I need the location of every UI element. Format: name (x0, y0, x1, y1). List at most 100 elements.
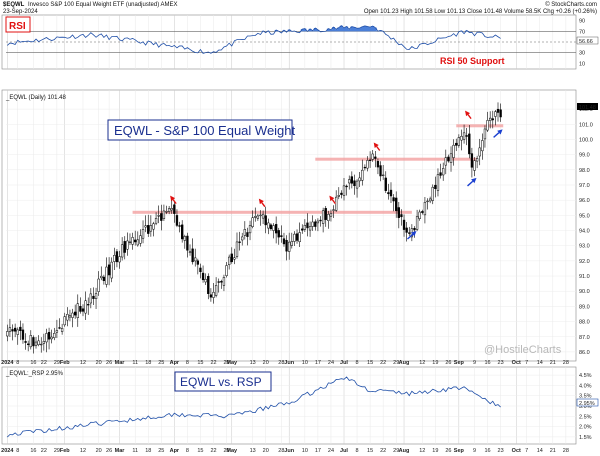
rsi-y-tick: 30 (579, 51, 585, 57)
x-tick-label: 7 (525, 360, 528, 366)
candle-body (105, 266, 108, 285)
price-y-tick: 87.0 (579, 335, 590, 341)
price-y-tick: 97.0 (579, 183, 590, 189)
candle-body (274, 224, 278, 234)
candle-body (462, 132, 466, 140)
x-tick-label: 28 (278, 448, 284, 454)
x-tick-label: 20 (263, 360, 269, 366)
candle-body (58, 327, 61, 329)
x-tick-label: 16 (30, 360, 36, 366)
candle-body (496, 108, 500, 113)
chart-description: Invesco S&P 100 Equal Weight ETF (unadju… (28, 2, 178, 8)
candle-body (301, 228, 304, 231)
candle-body (94, 293, 98, 300)
red-arrow-icon-head (258, 198, 264, 205)
x-tick-label: 20 (96, 448, 102, 454)
candle-body (102, 276, 106, 281)
candle-body (71, 312, 74, 318)
candle-body (311, 221, 314, 227)
x-tick-label: 24 (328, 360, 334, 366)
candle-body (298, 232, 301, 243)
x-tick-label: 12 (419, 360, 425, 366)
candle-body (42, 341, 46, 344)
red-arrow-icon (376, 146, 381, 151)
candle-body (272, 225, 275, 231)
blue-arrow-icon (407, 233, 414, 240)
red-arrow-icon (467, 114, 472, 120)
x-tick-label: May (226, 360, 238, 366)
candle-body (256, 215, 260, 219)
candle-body (113, 255, 116, 262)
candle-body (246, 232, 249, 237)
candle-body (251, 217, 254, 227)
candle-body (63, 316, 66, 326)
candle-body (324, 208, 327, 220)
x-tick-label: 8 (356, 448, 359, 454)
candle-body (212, 292, 215, 298)
x-tick-label: 17 (315, 448, 321, 454)
candle-body (254, 216, 257, 218)
x-tick-label: 10 (302, 360, 308, 366)
candle-body (68, 315, 72, 318)
candle-body (87, 304, 90, 306)
ratio-y-tick: 3.0% (579, 404, 592, 410)
candle-body (66, 314, 69, 321)
price-y-tick: 94.0 (579, 229, 590, 235)
rsi-y-tick: 10 (579, 61, 585, 67)
candle-body (136, 239, 139, 246)
x-tick-label: Jul (340, 360, 348, 366)
candle-body (494, 111, 497, 117)
candle-body (353, 180, 356, 187)
price-y-tick: 91.0 (579, 274, 590, 280)
candle-body (267, 222, 270, 229)
price-y-tick: 92.0 (579, 259, 590, 265)
candle-body (191, 248, 194, 263)
candle-body (162, 210, 166, 219)
x-tick-label: 29 (223, 448, 229, 454)
x-tick-label: 16 (484, 360, 490, 366)
candle-body (363, 166, 367, 169)
candle-body (222, 277, 226, 286)
ratio-line (7, 376, 501, 438)
x-tick-label: 9 (473, 448, 476, 454)
candle-body (423, 202, 427, 216)
price-y-tick: 88.0 (579, 320, 590, 326)
candle-body (280, 235, 283, 237)
x-tick-label: 26 (106, 360, 112, 366)
candle-body (160, 213, 163, 221)
x-tick-label: 8 (356, 360, 359, 366)
price-y-tick: 96.0 (579, 198, 590, 204)
blue-arrow-icon (493, 132, 500, 138)
ratio-value-badge (576, 398, 599, 407)
x-tick-label: 26 (445, 448, 451, 454)
candle-body (181, 224, 184, 240)
candle-body (319, 219, 322, 222)
x-tick-label: 22 (41, 360, 47, 366)
x-tick-label: 24 (328, 448, 334, 454)
x-tick-label: 10 (302, 448, 308, 454)
blue-arrow-icon-head (471, 177, 477, 184)
candle-body (29, 335, 32, 348)
candle-body (118, 256, 121, 263)
candle-body (486, 120, 489, 131)
x-tick-label: 15 (197, 448, 203, 454)
candle-body (329, 213, 333, 217)
candle-body (55, 330, 59, 333)
candle-body (455, 142, 458, 146)
price-y-tick: 99.0 (579, 153, 590, 159)
x-tick-label: 12 (80, 360, 86, 366)
candle-body (16, 329, 19, 335)
candle-body (439, 172, 442, 176)
candle-body (79, 305, 82, 312)
candle-body (389, 189, 393, 197)
candle-body (285, 239, 288, 252)
candle-body (115, 251, 119, 263)
ratio-legend: _EQWL:_RSP 2.95% (5, 371, 64, 377)
candle-body (76, 303, 79, 318)
candle-body (397, 207, 400, 218)
last-price-badge (577, 103, 598, 110)
chart-date: 23-Sep-2024 (3, 9, 38, 15)
candle-body (288, 241, 291, 252)
candle-body (238, 241, 241, 243)
